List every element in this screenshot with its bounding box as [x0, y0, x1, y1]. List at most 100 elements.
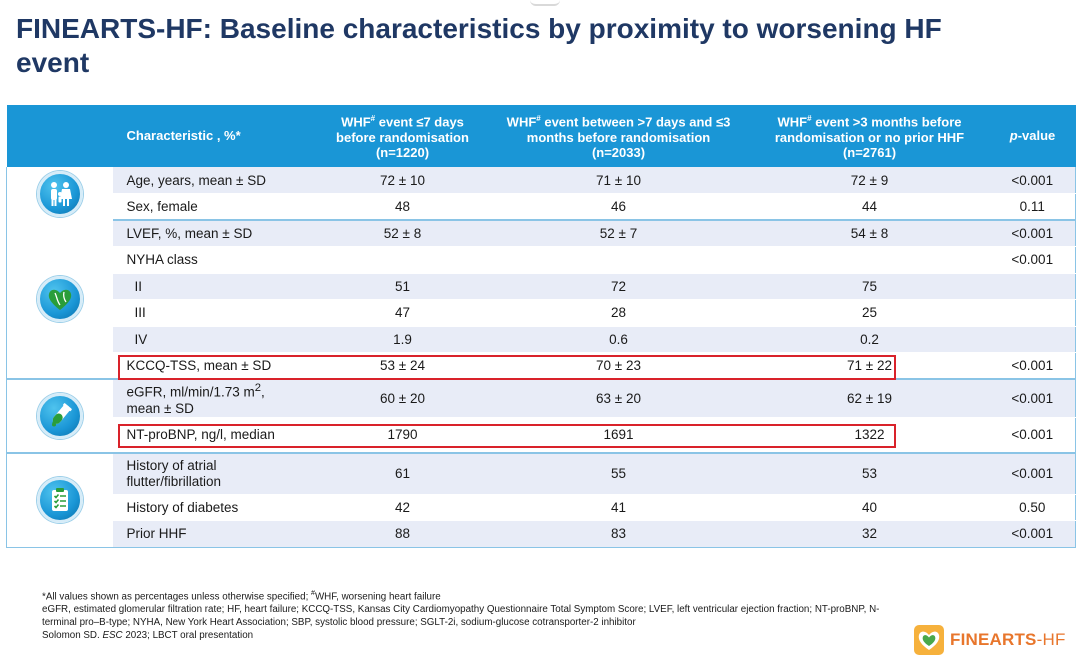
family-icon [36, 170, 83, 217]
top-decoration [530, 0, 560, 6]
table-row: NYHA class <0.001 [7, 246, 1076, 274]
cell-col1: 52 ± 8 [317, 220, 488, 247]
egfr-label-c: mean ± SD [126, 400, 194, 416]
cell-col1 [317, 246, 488, 274]
egfr-label-a: eGFR, ml/min/1.73 m [126, 384, 255, 400]
header-col-le7days: WHF# event ≤7 days before randomisation … [317, 105, 488, 167]
header-pvalue-p: p [1009, 128, 1018, 144]
header-col1-whf: WHF [341, 114, 371, 130]
cell-pvalue: 0.50 [989, 494, 1076, 521]
cell-pvalue [989, 299, 1076, 327]
footnote-line3: Solomon SD. ESC 2023; LBCT oral presenta… [42, 629, 892, 642]
heart-logo-icon [914, 625, 944, 655]
cell-col1: 61 [317, 453, 488, 495]
header-col1-text: event ≤7 days before randomisation [336, 114, 469, 145]
header-characteristic: Characteristic , %* [112, 105, 318, 167]
row-label: IV [112, 326, 318, 353]
header-col1-sup: # [370, 114, 376, 124]
cell-pvalue: <0.001 [989, 220, 1076, 247]
header-col1-n: (n=1220) [375, 145, 430, 161]
header-col2-n: (n=2033) [591, 145, 646, 161]
cell-col3: 0.2 [749, 326, 990, 353]
footnote-line1-a: *All values shown as percentages unless … [42, 591, 312, 603]
cell-col2: 41 [487, 494, 750, 521]
cell-pvalue: 0.11 [989, 193, 1076, 221]
cell-col2: 71 ± 10 [487, 167, 750, 194]
logo-text-b: -HF [1036, 630, 1066, 649]
cell-col1: 42 [317, 494, 488, 521]
table-row: LVEF, %, mean ± SD 52 ± 8 52 ± 7 54 ± 8 … [6, 220, 1076, 380]
header-col2-sup: # [536, 114, 541, 124]
cell-pvalue: <0.001 [989, 379, 1076, 418]
row-label: LVEF, %, mean ± SD [112, 220, 318, 247]
header-pvalue-rest: -value [1017, 128, 1056, 144]
cell-col2: 72 [487, 273, 750, 300]
egfr-label-sup: 2 [254, 382, 262, 394]
cell-col3: 54 ± 8 [749, 220, 990, 247]
group-icon-cell [6, 379, 113, 454]
cell-col2: 28 [487, 299, 750, 327]
table-row: Prior HHF 88 83 32 <0.001 [7, 520, 1076, 548]
header-col-7d-3m: WHF# event between >7 days and ≤3 months… [487, 105, 750, 167]
footnote-line3-b: 2023; LBCT oral presentation [122, 630, 254, 642]
cell-col1: 47 [317, 299, 488, 327]
cell-pvalue: <0.001 [989, 520, 1076, 548]
table-row: II 51 72 75 [7, 273, 1076, 300]
group-icon-cell [6, 453, 113, 548]
cell-col3: 62 ± 19 [749, 379, 990, 418]
row-label: III [112, 299, 318, 327]
test-tube-icon [36, 393, 83, 439]
cell-col2: 55 [487, 453, 750, 495]
cell-col3: 32 [749, 520, 990, 548]
header-col-gt3m: WHF# event >3 months before randomisatio… [749, 105, 990, 167]
table-header-row: Characteristic , %* WHF# event ≤7 days b… [6, 105, 1076, 167]
fineartshf-logo: FINEARTS-HF [913, 623, 1066, 657]
table-row: eGFR, ml/min/1.73 m2, mean ± SD 60 ± 20 6… [6, 379, 1076, 454]
row-label: History of atrial flutter/fibrillation [112, 453, 318, 495]
row-label: Prior HHF [112, 520, 318, 548]
cell-col2: 0.6 [487, 326, 750, 353]
footnote: *All values shown as percentages unless … [42, 587, 892, 642]
cell-col3: 40 [749, 494, 990, 521]
heart-icon [36, 276, 83, 322]
cell-col2: 52 ± 7 [487, 220, 750, 247]
row-label: II [112, 273, 318, 300]
cell-col2: 83 [487, 520, 750, 548]
footnote-line1-b: WHF, worsening heart failure [314, 591, 441, 603]
row-label: Age, years, mean ± SD [112, 167, 318, 194]
af-label-b: flutter/fibrillation [126, 473, 222, 489]
cell-col2: 46 [487, 193, 750, 221]
logo-text: FINEARTS-HF [950, 630, 1066, 650]
header-col3-whf: WHF [777, 114, 808, 130]
table-row: KCCQ-TSS, mean ± SD 53 ± 24 70 ± 23 71 ±… [7, 352, 1076, 380]
cell-col3 [749, 246, 990, 274]
cell-pvalue: <0.001 [989, 352, 1076, 380]
footnote-line2: eGFR, estimated glomerular filtration ra… [42, 604, 880, 629]
cell-col2: 63 ± 20 [487, 379, 750, 418]
header-col2-whf: WHF [506, 114, 537, 130]
cell-col3: 71 ± 22 [749, 352, 990, 380]
cell-pvalue: <0.001 [989, 246, 1076, 274]
cell-pvalue: <0.001 [989, 453, 1076, 495]
footnote-line3-a: Solomon SD. [42, 630, 103, 642]
cell-col1: 1790 [317, 417, 488, 454]
table-row: NT-proBNP, ng/l, median 1790 1691 1322 <… [7, 417, 1076, 454]
header-col2-text: event between >7 days and ≤3 months befo… [526, 114, 731, 145]
table-row: Age, years, mean ± SD 72 ± 10 71 ± 10 72… [6, 167, 1076, 220]
row-label: History of diabetes [112, 494, 318, 521]
cell-col1: 48 [317, 193, 488, 221]
group-icon-cell [6, 167, 113, 220]
logo-text-a: FINEARTS [950, 630, 1037, 649]
table-row: History of diabetes 42 41 40 0.50 [7, 494, 1076, 521]
af-label-a: History of atrial [126, 457, 217, 473]
table-row: Sex, female 48 46 44 0.11 [7, 193, 1076, 221]
row-label: NT-proBNP, ng/l, median [112, 417, 318, 454]
header-icon-spacer [6, 105, 113, 167]
page-title: FINEARTS-HF: Baseline characteristics by… [16, 13, 942, 78]
cell-col1: 72 ± 10 [317, 167, 488, 194]
footnote-line1: *All values shown as percentages unless … [42, 587, 892, 603]
row-label: Sex, female [112, 193, 318, 221]
cell-col2: 70 ± 23 [487, 352, 750, 380]
header-col3-text: event >3 months before randomisation or … [774, 114, 965, 145]
group-icon-cell [6, 220, 113, 380]
